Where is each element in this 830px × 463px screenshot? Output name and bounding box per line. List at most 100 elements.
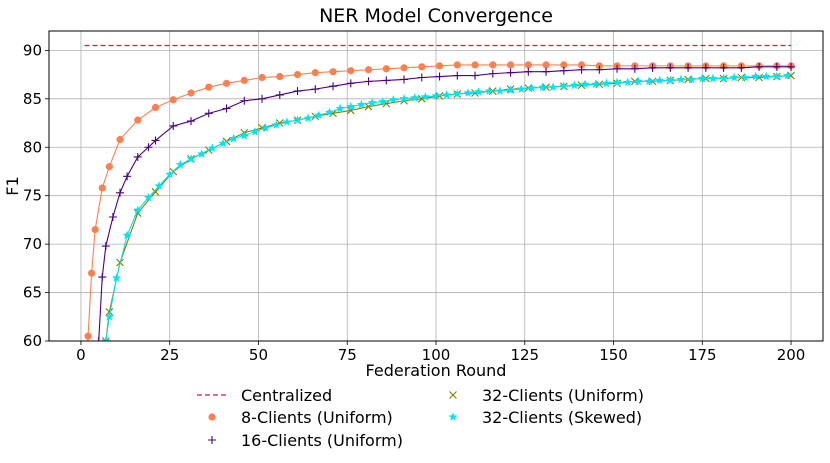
- data-point: [524, 67, 533, 76]
- data-point: [569, 80, 580, 90]
- data-point: [311, 69, 319, 77]
- x-tick-label: 125: [510, 346, 539, 364]
- x-tick-label: 200: [777, 346, 806, 364]
- data-point: [105, 308, 114, 316]
- data-point: [687, 74, 697, 84]
- legend-label: 8-Clients (Uniform): [241, 408, 393, 427]
- data-point: [495, 86, 505, 95]
- data-point: [197, 149, 207, 158]
- y-tick-label: 75: [23, 187, 42, 205]
- data-point: [399, 94, 409, 103]
- data-point: [697, 73, 707, 83]
- legend-label: 32-Clients (Uniform): [482, 386, 644, 405]
- data-point: [240, 96, 249, 105]
- data-point: [382, 65, 390, 73]
- chart-title: NER Model Convergence: [319, 5, 553, 27]
- data-point: [329, 82, 338, 91]
- data-point: [123, 172, 132, 181]
- data-point: [644, 76, 654, 86]
- data-point: [378, 96, 388, 106]
- data-point: [134, 116, 142, 124]
- series-line: [98, 66, 792, 341]
- data-point: [292, 115, 303, 125]
- data-point: [655, 75, 665, 85]
- data-point: [708, 73, 718, 83]
- data-point: [367, 97, 377, 107]
- data-point: [591, 79, 601, 89]
- data-point: [311, 85, 320, 94]
- series-4: [101, 70, 793, 341]
- data-point: [187, 89, 195, 97]
- data-point: [261, 123, 271, 132]
- data-point: [122, 230, 132, 240]
- data-point: [258, 73, 266, 82]
- data-point: [417, 73, 426, 82]
- data-point: [346, 106, 355, 115]
- data-point: [101, 337, 110, 341]
- legend: Centralized 8-Clients (Uniform) 16-Clients…: [197, 386, 644, 450]
- data-point: [559, 66, 568, 75]
- data-point: [489, 61, 497, 69]
- y-tick-label: 60: [23, 332, 42, 350]
- legend-label: 16-Clients (Uniform): [241, 431, 403, 450]
- data-point: [329, 68, 337, 76]
- data-point: [418, 63, 426, 71]
- data-point: [719, 63, 728, 72]
- data-point: [382, 76, 391, 85]
- data-point: [755, 62, 764, 71]
- data-point: [347, 67, 355, 75]
- data-point: [474, 87, 484, 96]
- data-point: [104, 311, 114, 321]
- data-point: [524, 61, 532, 69]
- data-point: [400, 75, 409, 84]
- legend-entry: 32-Clients (Uniform): [449, 386, 644, 405]
- x-tick-label: 175: [688, 346, 717, 364]
- data-point: [101, 242, 110, 251]
- data-point: [240, 76, 248, 85]
- data-point: [613, 64, 622, 73]
- x-axis-label: Federation Round: [366, 361, 507, 380]
- x-tick-label: 0: [76, 346, 86, 364]
- data-point: [431, 91, 441, 100]
- data-point: [488, 69, 497, 78]
- data-point: [516, 84, 526, 94]
- data-point: [666, 63, 675, 72]
- data-point: [527, 83, 537, 93]
- data-point: [314, 110, 324, 120]
- data-point: [471, 61, 479, 69]
- data-point: [91, 225, 99, 234]
- y-axis-label: F1: [3, 176, 22, 195]
- data-point: [94, 337, 103, 341]
- data-point: [364, 77, 373, 86]
- data-point: [750, 71, 761, 81]
- data-point: [684, 63, 693, 72]
- x-tick-label: 75: [338, 346, 357, 364]
- data-point: [151, 103, 160, 112]
- series-line: [105, 75, 792, 341]
- data-point: [463, 88, 473, 97]
- data-point: [737, 63, 746, 72]
- data-point: [471, 71, 480, 80]
- axis-ticks: 0 25 50 75 100 125 150 175 200 60 65 70 75 80 85 90: [23, 41, 805, 364]
- data-point: [187, 117, 196, 126]
- legend-swatch: [449, 391, 457, 399]
- series-3: [101, 71, 795, 341]
- legend-label: 32-Clients (Skewed): [482, 408, 642, 427]
- data-point: [548, 82, 558, 92]
- data-point: [435, 72, 444, 81]
- data-point: [577, 65, 586, 74]
- data-point: [506, 68, 515, 77]
- data-point: [204, 109, 213, 118]
- data-point: [282, 117, 292, 126]
- data-point: [303, 113, 313, 123]
- data-point: [151, 136, 160, 145]
- data-point: [84, 332, 92, 340]
- y-tick-label: 90: [23, 41, 42, 59]
- data-point: [335, 103, 345, 113]
- data-point: [782, 70, 793, 80]
- data-point: [542, 67, 551, 76]
- data-point: [165, 169, 175, 179]
- data-point: [250, 126, 260, 136]
- data-point: [676, 74, 686, 84]
- series-2: [94, 62, 796, 341]
